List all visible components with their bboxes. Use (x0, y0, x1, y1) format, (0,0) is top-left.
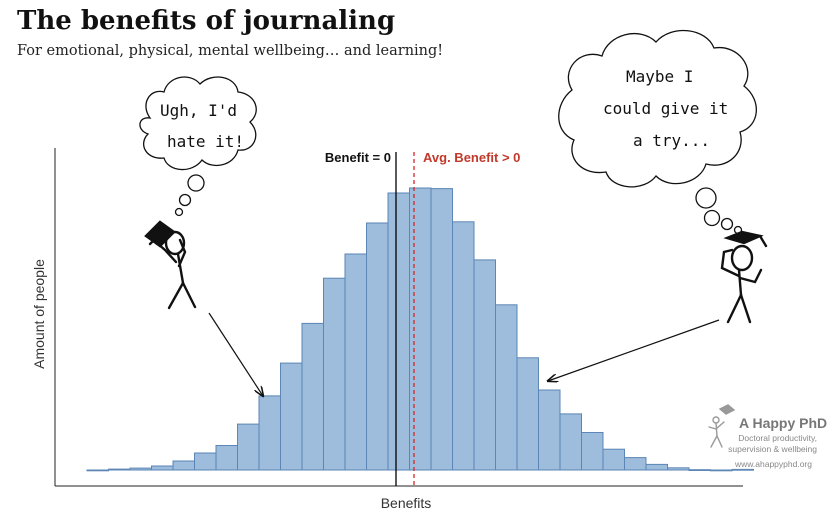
left-bubble-line-2: hate it! (167, 132, 244, 151)
right-arrow (548, 319, 720, 381)
histogram-bar (366, 222, 389, 471)
histogram-bar (473, 259, 496, 471)
histogram-bar (172, 460, 195, 471)
left-bubble-line-1: Ugh, I'd (160, 101, 237, 120)
logo-name: A Happy PhD (739, 415, 827, 431)
y-axis-label: Amount of people (31, 259, 47, 369)
histogram-bar (237, 423, 260, 471)
logo-tagline-1: Doctoral productivity, (738, 433, 817, 443)
histogram-bar (215, 445, 238, 471)
histogram-bar (559, 413, 582, 471)
logo-figure-icon (708, 404, 736, 448)
left-thought-bubble (139, 76, 257, 217)
histogram-bar (645, 463, 668, 471)
histogram-bar (301, 322, 324, 471)
histogram-bar (194, 452, 217, 471)
left-stick-figure (144, 220, 197, 310)
right-stick-figure (720, 230, 768, 324)
histogram-bar (538, 389, 561, 471)
right-bubble-line-3: a try... (633, 131, 710, 150)
histogram-bar (323, 277, 346, 471)
histogram-bar (602, 448, 625, 471)
histogram-bar (516, 357, 539, 471)
page-subtitle: For emotional, physical, mental wellbein… (17, 43, 444, 59)
histogram-bar (258, 395, 281, 471)
logo-url: www.ahappyphd.org (734, 459, 812, 469)
histogram-bar (581, 432, 604, 471)
right-thought-bubble (558, 29, 757, 235)
left-arrow (208, 312, 263, 396)
avg-benefit-label: Avg. Benefit > 0 (423, 150, 520, 165)
x-axis-label: Benefits (381, 495, 432, 511)
histogram-bar (151, 465, 174, 471)
logo-tagline-2: supervision & wellbeing (728, 444, 817, 454)
histogram-bars (86, 187, 754, 472)
benefit-zero-label: Benefit = 0 (325, 150, 391, 165)
histogram-bar (452, 221, 475, 471)
histogram-bar (387, 192, 410, 471)
page-title: The benefits of journaling (17, 6, 396, 36)
histogram-bar (344, 253, 367, 471)
right-bubble-line-2: could give it (603, 99, 728, 118)
histogram-bar (624, 457, 647, 471)
histogram-bar (409, 187, 432, 471)
histogram-bar (280, 362, 303, 471)
right-bubble-line-1: Maybe I (626, 67, 693, 86)
histogram-bar (430, 188, 453, 471)
happy-phd-logo: A Happy PhD Doctoral productivity, super… (708, 404, 827, 469)
histogram-bar (495, 304, 518, 471)
